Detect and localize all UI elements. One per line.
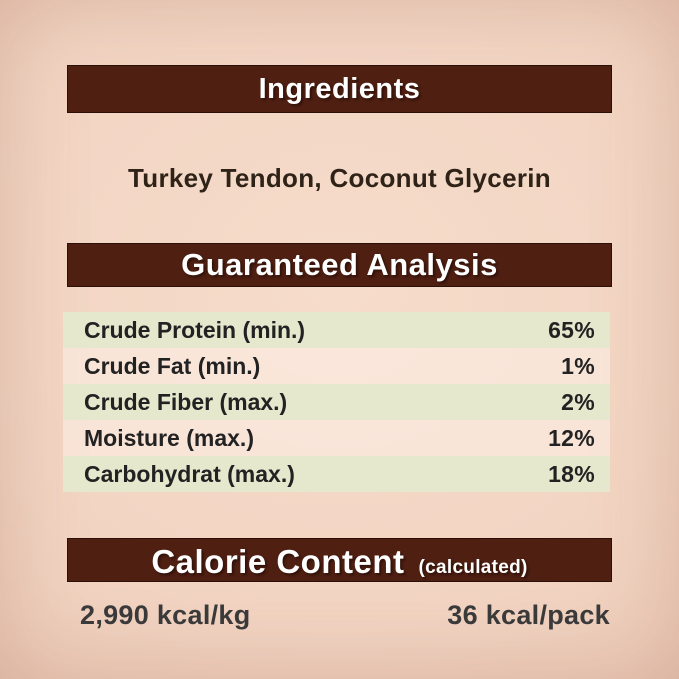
ingredients-list: Turkey Tendon, Coconut Glycerin <box>128 163 551 193</box>
nutrient-value: 1% <box>561 352 595 379</box>
table-row: Moisture (max.) 12% <box>63 420 610 456</box>
guaranteed-analysis-banner: Guaranteed Analysis <box>67 243 612 287</box>
nutrient-value: 2% <box>561 388 595 415</box>
nutrient-value: 18% <box>548 460 595 487</box>
table-row: Crude Fiber (max.) 2% <box>63 384 610 420</box>
guaranteed-analysis-table: Crude Protein (min.) 65% Crude Fat (min.… <box>63 312 610 492</box>
table-row: Crude Protein (min.) 65% <box>63 312 610 348</box>
ingredients-title: Ingredients <box>258 72 421 105</box>
calorie-content-banner: Calorie Content (calculated) <box>67 538 612 582</box>
nutrient-label: Crude Fat (min.) <box>84 352 261 379</box>
guaranteed-analysis-title: Guaranteed Analysis <box>181 247 498 282</box>
calorie-content-title: Calorie Content <box>151 543 405 580</box>
nutrient-value: 12% <box>548 424 595 451</box>
calorie-content-subtitle: (calculated) <box>418 557 528 578</box>
calories-per-pack: 36 kcal/pack <box>447 600 610 630</box>
nutrient-label: Crude Fiber (max.) <box>84 388 288 415</box>
calories-per-kg: 2,990 kcal/kg <box>80 600 251 630</box>
calorie-values-row: 2,990 kcal/kg 36 kcal/pack <box>80 600 610 631</box>
nutrient-label: Crude Protein (min.) <box>84 316 306 343</box>
nutrient-label: Carbohydrat (max.) <box>84 460 295 487</box>
table-row: Carbohydrat (max.) 18% <box>63 456 610 492</box>
ingredients-banner: Ingredients <box>67 65 612 113</box>
nutrient-label: Moisture (max.) <box>84 424 254 451</box>
nutrient-value: 65% <box>548 316 595 343</box>
table-row: Crude Fat (min.) 1% <box>63 348 610 384</box>
